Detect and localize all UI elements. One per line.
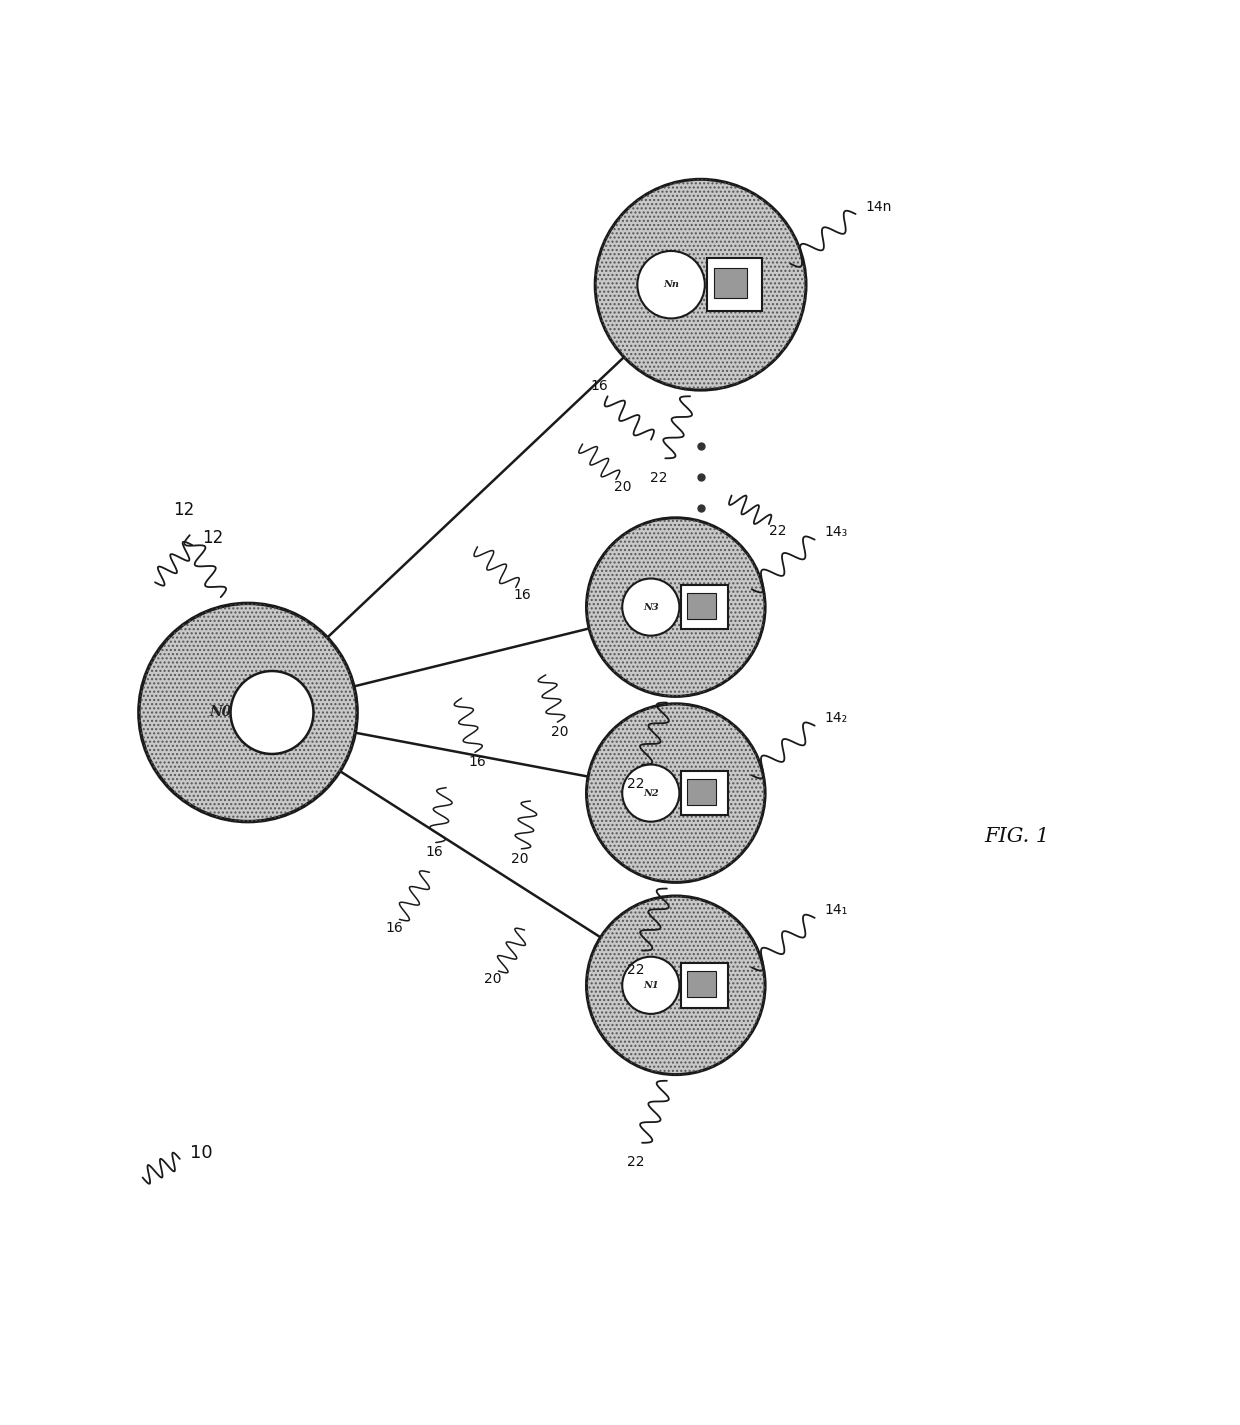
Text: N0: N0: [210, 705, 232, 720]
Text: 22: 22: [769, 524, 786, 539]
Text: 20: 20: [485, 972, 502, 986]
Bar: [707, 258, 761, 311]
Text: 14₃: 14₃: [825, 526, 848, 539]
Bar: [681, 584, 728, 630]
Text: Nn: Nn: [663, 281, 680, 289]
Text: 16: 16: [425, 845, 443, 859]
Bar: [713, 268, 748, 298]
Circle shape: [622, 956, 680, 1013]
Text: 14n: 14n: [866, 200, 892, 214]
Text: 22: 22: [627, 777, 645, 791]
Text: 16: 16: [386, 921, 403, 935]
Text: 10: 10: [190, 1144, 212, 1161]
Bar: [687, 779, 715, 805]
Text: 16: 16: [469, 755, 486, 770]
Text: N3: N3: [644, 603, 658, 611]
Text: 14₂: 14₂: [825, 711, 848, 725]
Text: N2: N2: [644, 788, 658, 798]
Circle shape: [637, 251, 704, 318]
Circle shape: [587, 896, 765, 1074]
Text: N1: N1: [644, 980, 658, 990]
Bar: [687, 593, 715, 618]
Bar: [681, 963, 728, 1007]
Circle shape: [622, 579, 680, 636]
Circle shape: [231, 671, 314, 754]
Text: 20: 20: [614, 480, 631, 493]
Text: 12: 12: [202, 529, 223, 547]
Circle shape: [595, 180, 806, 390]
Text: 22: 22: [627, 1156, 645, 1168]
Bar: [687, 970, 715, 997]
Text: 16: 16: [590, 379, 608, 393]
Text: 14₁: 14₁: [825, 903, 848, 918]
Text: FIG. 1: FIG. 1: [985, 826, 1049, 846]
Text: 22: 22: [627, 963, 645, 978]
Circle shape: [622, 765, 680, 822]
Bar: [681, 771, 728, 815]
Text: 12: 12: [172, 502, 195, 519]
Text: 16: 16: [513, 587, 532, 601]
Circle shape: [139, 603, 357, 822]
Text: 20: 20: [551, 725, 568, 738]
Text: 22: 22: [650, 470, 668, 484]
Circle shape: [587, 704, 765, 882]
Circle shape: [587, 517, 765, 697]
Text: 20: 20: [511, 852, 528, 865]
